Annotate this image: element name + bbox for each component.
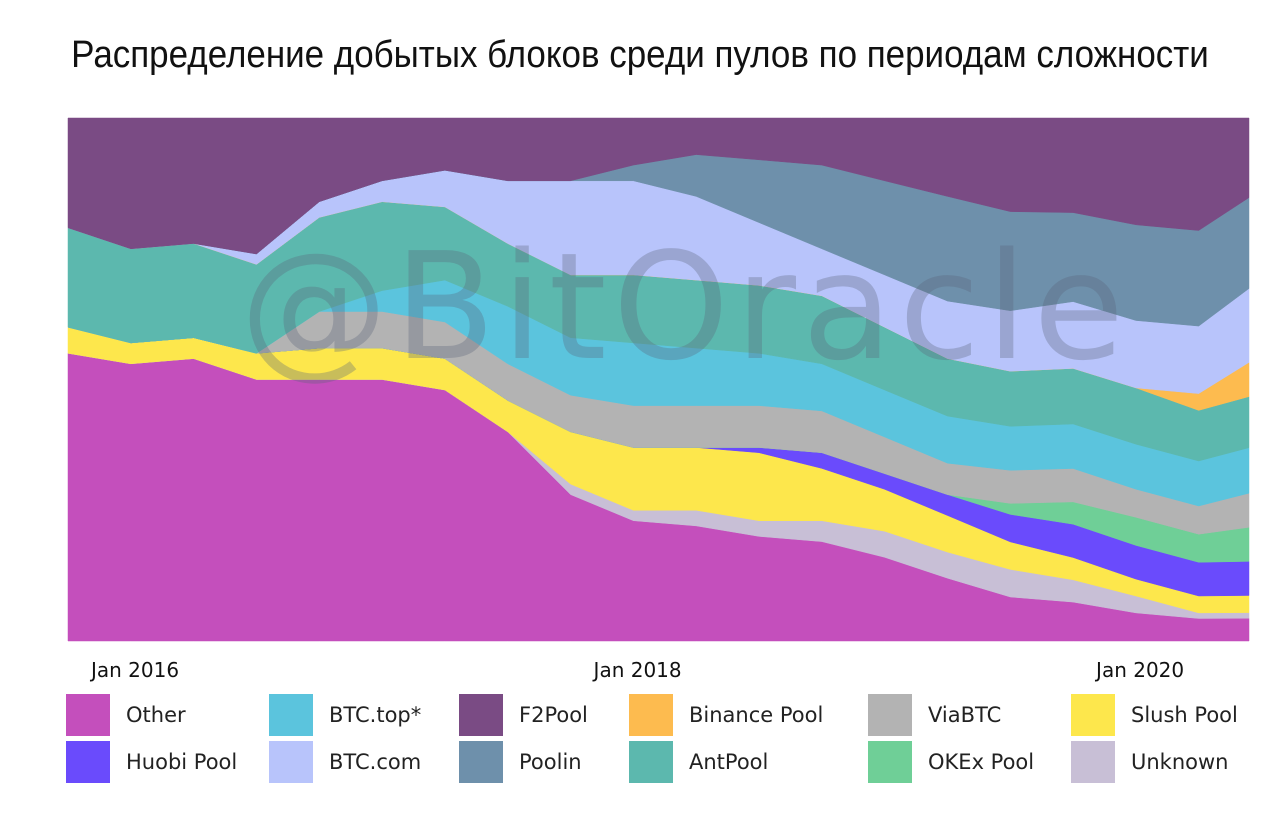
legend-swatch — [459, 741, 503, 783]
legend-item: OKEx Pool — [868, 741, 1034, 783]
x-axis-ticks: Jan 2016 Jan 2018 Jan 2020 — [89, 658, 1184, 682]
legend: Other BTC.top* F2Pool Binance Pool ViaBTC Slu… — [66, 694, 1266, 790]
area-layers — [67, 117, 1250, 642]
legend-item: Poolin — [459, 741, 582, 783]
x-tick-label: Jan 2018 — [592, 658, 682, 682]
legend-swatch — [269, 741, 313, 783]
x-tick-label: Jan 2020 — [1094, 658, 1184, 682]
legend-swatch — [269, 694, 313, 736]
legend-label: Huobi Pool — [126, 750, 238, 774]
legend-swatch — [868, 694, 912, 736]
x-tick-label: Jan 2016 — [89, 658, 179, 682]
legend-swatch — [1071, 741, 1115, 783]
legend-label: Slush Pool — [1131, 703, 1238, 727]
legend-item: BTC.top* — [269, 694, 421, 736]
legend-item: Slush Pool — [1071, 694, 1238, 736]
legend-item: ViaBTC — [868, 694, 1001, 736]
legend-label: BTC.top* — [329, 703, 422, 727]
legend-item: BTC.com — [269, 741, 421, 783]
legend-swatch — [1071, 694, 1115, 736]
legend-item: Huobi Pool — [66, 741, 237, 783]
legend-swatch — [459, 694, 503, 736]
legend-label: Poolin — [519, 750, 582, 774]
legend-label: AntPool — [689, 750, 769, 774]
legend-item: AntPool — [629, 741, 768, 783]
legend-label: Unknown — [1131, 750, 1229, 774]
legend-label: Other — [126, 703, 186, 727]
watermark-text: @BitOracle — [240, 221, 1130, 393]
legend-swatch — [629, 694, 673, 736]
legend-label: ViaBTC — [928, 703, 1002, 727]
legend-swatch — [66, 741, 110, 783]
legend-item: Other — [66, 694, 186, 736]
legend-label: F2Pool — [519, 703, 588, 727]
legend-label: OKEx Pool — [928, 750, 1035, 774]
legend-item: F2Pool — [459, 694, 588, 736]
area-series-f2pool — [67, 117, 1250, 255]
legend-swatch — [868, 741, 912, 783]
legend-label: BTC.com — [329, 750, 422, 774]
legend-swatch — [66, 694, 110, 736]
chart-title: Распределение добытых блоков среди пулов… — [71, 34, 1209, 76]
legend-label: Binance Pool — [689, 703, 824, 727]
legend-item: Binance Pool — [629, 694, 823, 736]
legend-item: Unknown — [1071, 741, 1228, 783]
legend-swatch — [629, 741, 673, 783]
